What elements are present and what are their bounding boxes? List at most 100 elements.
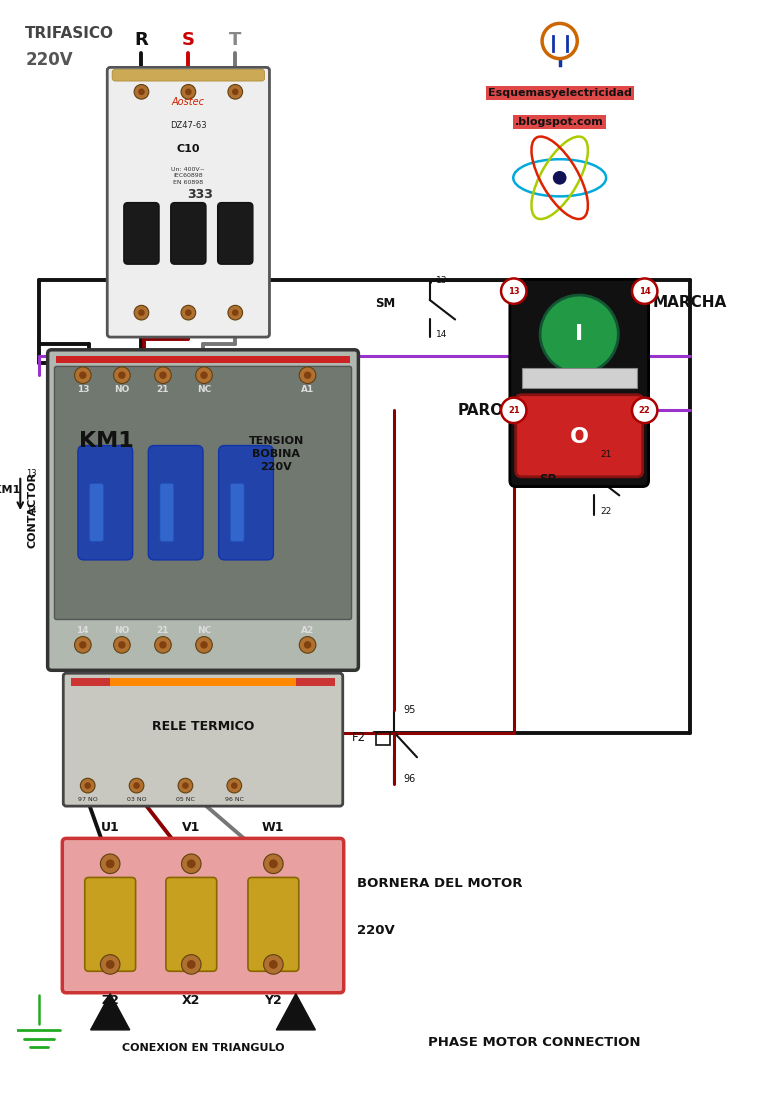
Text: 14: 14 <box>435 329 447 338</box>
Circle shape <box>185 89 192 95</box>
Text: SP: SP <box>540 474 557 486</box>
Circle shape <box>100 955 120 974</box>
Text: R: R <box>135 31 148 49</box>
Text: 14: 14 <box>639 286 651 296</box>
Circle shape <box>227 779 242 793</box>
Text: V1: V1 <box>182 822 201 834</box>
FancyBboxPatch shape <box>90 484 103 541</box>
Text: T: T <box>229 31 242 49</box>
Circle shape <box>181 84 195 99</box>
FancyBboxPatch shape <box>160 484 174 541</box>
Text: 96 NC: 96 NC <box>225 797 244 802</box>
FancyBboxPatch shape <box>112 70 264 81</box>
Circle shape <box>113 637 130 653</box>
Text: CONTACTOR: CONTACTOR <box>27 472 37 548</box>
Text: DZ47-63: DZ47-63 <box>170 121 207 130</box>
Circle shape <box>542 23 578 59</box>
Circle shape <box>182 782 188 788</box>
Text: 03 NO: 03 NO <box>127 797 147 802</box>
Text: Z2: Z2 <box>101 994 119 1007</box>
FancyBboxPatch shape <box>230 484 244 541</box>
Text: 21: 21 <box>157 625 169 634</box>
Bar <box>376 732 390 744</box>
Text: KM1: KM1 <box>79 431 134 451</box>
Circle shape <box>228 84 242 99</box>
Bar <box>71 678 335 686</box>
Circle shape <box>264 854 283 874</box>
Circle shape <box>154 367 171 384</box>
Circle shape <box>299 367 316 384</box>
Text: BORNERA DEL MOTOR: BORNERA DEL MOTOR <box>357 877 523 889</box>
Circle shape <box>501 278 527 304</box>
Bar <box>110 678 296 686</box>
FancyBboxPatch shape <box>219 446 274 560</box>
FancyBboxPatch shape <box>166 877 217 971</box>
Text: 13: 13 <box>508 286 520 296</box>
Circle shape <box>182 955 201 974</box>
Circle shape <box>181 305 195 321</box>
Circle shape <box>159 372 166 379</box>
Text: TENSION
BOBINA
220V: TENSION BOBINA 220V <box>249 436 304 472</box>
FancyBboxPatch shape <box>510 279 648 487</box>
Text: NC: NC <box>197 385 211 395</box>
Bar <box>521 368 637 388</box>
Circle shape <box>84 782 91 788</box>
Circle shape <box>79 641 87 649</box>
Text: NC: NC <box>197 625 211 634</box>
Text: NO: NO <box>114 385 130 395</box>
Text: 333: 333 <box>187 187 213 201</box>
Text: 05 NC: 05 NC <box>176 797 195 802</box>
Text: 21: 21 <box>508 406 520 415</box>
Text: SM: SM <box>375 297 395 311</box>
Polygon shape <box>277 994 315 1030</box>
Text: I: I <box>575 324 583 344</box>
Circle shape <box>134 84 149 99</box>
Circle shape <box>553 171 566 184</box>
Circle shape <box>632 398 657 423</box>
Bar <box>56 356 350 364</box>
Circle shape <box>200 641 207 649</box>
Circle shape <box>118 372 125 379</box>
Text: 97 NO: 97 NO <box>78 797 97 802</box>
Text: NO: NO <box>114 625 130 634</box>
Circle shape <box>154 637 171 653</box>
Text: RELE TERMICO: RELE TERMICO <box>152 721 254 733</box>
Circle shape <box>185 309 192 316</box>
Circle shape <box>195 637 212 653</box>
Text: 13: 13 <box>435 276 447 285</box>
Circle shape <box>231 782 238 788</box>
Text: TRIFASICO: TRIFASICO <box>25 27 114 41</box>
Text: 22: 22 <box>639 406 651 415</box>
Text: PARO: PARO <box>458 403 504 418</box>
FancyBboxPatch shape <box>124 203 159 264</box>
Circle shape <box>129 779 144 793</box>
Text: .blogspot.com: .blogspot.com <box>515 118 604 128</box>
Circle shape <box>299 637 316 653</box>
Text: 22: 22 <box>600 507 612 516</box>
Circle shape <box>133 782 140 788</box>
Text: 220V: 220V <box>25 51 73 69</box>
FancyBboxPatch shape <box>78 446 133 560</box>
Text: O: O <box>570 427 589 447</box>
Circle shape <box>74 367 91 384</box>
Circle shape <box>118 641 125 649</box>
Text: 220V: 220V <box>357 924 395 937</box>
Text: X2: X2 <box>182 994 201 1007</box>
Text: Y2: Y2 <box>264 994 282 1007</box>
Circle shape <box>106 960 115 969</box>
Circle shape <box>264 955 283 974</box>
Text: 14: 14 <box>77 625 89 634</box>
FancyBboxPatch shape <box>55 366 352 620</box>
FancyBboxPatch shape <box>516 395 643 477</box>
Circle shape <box>304 372 312 379</box>
Text: A2: A2 <box>301 625 314 634</box>
FancyBboxPatch shape <box>48 349 359 670</box>
Circle shape <box>81 779 95 793</box>
Text: 21: 21 <box>600 450 612 459</box>
Circle shape <box>232 309 239 316</box>
Circle shape <box>187 960 195 969</box>
FancyBboxPatch shape <box>62 838 344 993</box>
Text: MARCHA: MARCHA <box>653 295 727 311</box>
Polygon shape <box>90 994 130 1030</box>
Text: 95: 95 <box>404 705 416 715</box>
